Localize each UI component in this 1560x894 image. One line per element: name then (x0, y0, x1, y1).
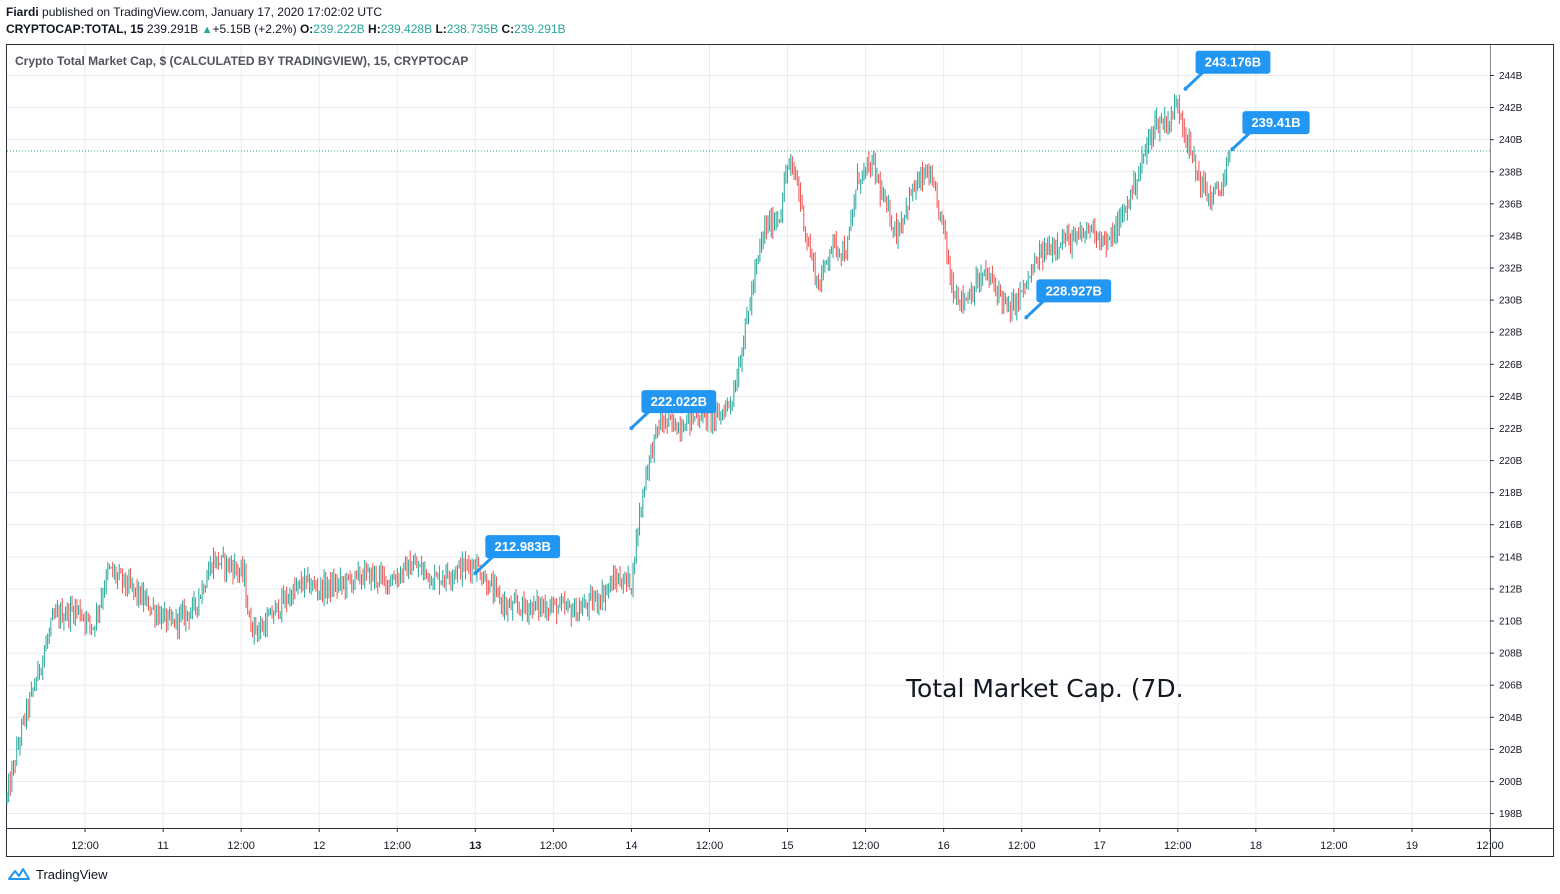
x-tick-label: 17 (1094, 840, 1106, 852)
callout-text: 243.176B (1205, 55, 1261, 70)
publication-text: published on TradingView.com, January 17… (42, 5, 383, 19)
callout-pointer (474, 555, 495, 575)
last-price: 239.291B (146, 22, 199, 36)
price-callout[interactable]: 228.927B (1024, 279, 1112, 320)
callout-text: 212.983B (495, 539, 551, 554)
callout-box (1036, 279, 1112, 303)
publication-info: Fiardi published on TradingView.com, Jan… (6, 5, 382, 19)
x-tick-label: 12:00 (383, 840, 411, 852)
close-label: C: (501, 22, 515, 36)
y-tick-label: 244B (1499, 71, 1523, 82)
y-tick-label: 228B (1499, 328, 1523, 339)
brand-name: TradingView (36, 866, 108, 882)
low-value: 238.735B (446, 22, 499, 36)
x-tick-label: 12:00 (1164, 840, 1192, 852)
y-tick-label: 216B (1499, 520, 1523, 531)
callout-pointer (1184, 70, 1205, 90)
y-tick-label: 218B (1499, 488, 1523, 499)
y-tick-label: 230B (1499, 296, 1523, 307)
low-label: L: (435, 22, 447, 36)
callout-box (1242, 111, 1310, 135)
callout-pointer (1231, 131, 1252, 151)
candles (6, 94, 1232, 805)
x-tick-label: 12:00 (1008, 840, 1036, 852)
y-tick-label: 236B (1499, 199, 1523, 210)
x-tick-label: 16 (938, 840, 950, 852)
high-value: 239.428B (380, 22, 433, 36)
footer-brand[interactable]: TradingView (6, 866, 108, 882)
change-up-icon: ▲ (201, 24, 213, 36)
open-label: O: (299, 22, 314, 36)
price-callout[interactable]: 212.983B (473, 535, 561, 576)
y-tick-label: 238B (1499, 167, 1523, 178)
callout-text: 228.927B (1046, 283, 1102, 298)
tradingview-cloud-icon (8, 868, 30, 880)
y-tick-label: 210B (1499, 617, 1523, 628)
callout-anchor (1183, 86, 1188, 91)
x-tick-label: 12:00 (1476, 840, 1504, 852)
y-tick-label: 224B (1499, 392, 1523, 403)
y-tick-label: 240B (1499, 135, 1523, 146)
ohlc-legend: CRYPTOCAP:TOTAL, 15 239.291B ▲+5.15B (+2… (6, 22, 566, 36)
callout-text: 222.022B (651, 394, 707, 409)
y-tick-label: 214B (1499, 552, 1523, 563)
x-tick-label: 19 (1406, 840, 1418, 852)
y-tick-label: 226B (1499, 360, 1523, 371)
x-tick-label: 13 (469, 840, 481, 852)
y-tick-label: 220B (1499, 456, 1523, 467)
callout-box (1195, 50, 1271, 74)
x-tick-label: 15 (781, 840, 793, 852)
grid (7, 45, 1491, 828)
callout-box (641, 390, 717, 414)
close-value: 239.291B (514, 22, 566, 36)
x-tick-label: 12:00 (71, 840, 99, 852)
change-value: +5.15B (+2.2%) (212, 22, 297, 36)
x-tick-label: 12:00 (227, 840, 255, 852)
x-axis[interactable]: 12:00 11 12:00 12 12:00 13 12:00 14 12:00 15 12:00… (71, 828, 1504, 852)
y-tick-label: 212B (1499, 584, 1523, 595)
x-tick-label: 12 (313, 840, 325, 852)
y-tick-label: 198B (1499, 809, 1523, 820)
x-tick-label: 14 (625, 840, 637, 852)
y-tick-label: 232B (1499, 264, 1523, 275)
y-tick-label: 202B (1499, 745, 1523, 756)
chart-annotation: Total Market Cap. (7D. (905, 674, 1184, 703)
y-tick-label: 222B (1499, 424, 1523, 435)
callout-anchor (1230, 147, 1235, 152)
price-labels: 212.983B 222.022B 228.927B 243.176B 239.41B (473, 50, 1310, 576)
callout-text: 239.41B (1251, 115, 1300, 130)
y-tick-label: 206B (1499, 681, 1523, 692)
y-tick-label: 208B (1499, 649, 1523, 660)
x-tick-label: 12:00 (540, 840, 568, 852)
chart-title: Crypto Total Market Cap, $ (CALCULATED B… (15, 54, 468, 68)
y-tick-label: 234B (1499, 231, 1523, 242)
price-callout[interactable]: 222.022B (629, 390, 717, 431)
callout-pointer (1025, 299, 1046, 319)
y-tick-label: 242B (1499, 103, 1523, 114)
callout-anchor (1024, 315, 1029, 320)
x-tick-label: 12:00 (1320, 840, 1348, 852)
callout-anchor (629, 426, 634, 431)
y-axis[interactable]: 198B 200B 202B 204B 206B 208B 210B 212B 214B 216B… (1490, 71, 1523, 820)
price-callout[interactable]: 243.176B (1183, 50, 1271, 91)
y-tick-label: 200B (1499, 777, 1523, 788)
symbol-label: CRYPTOCAP:TOTAL, 15 (6, 22, 144, 36)
high-label: H: (368, 22, 381, 36)
callout-box (485, 535, 561, 559)
chart-frame (6, 44, 1554, 857)
x-tick-label: 11 (157, 840, 168, 852)
x-tick-label: 12:00 (696, 840, 724, 852)
author-name[interactable]: Fiardi (6, 5, 39, 19)
y-tick-label: 204B (1499, 713, 1523, 724)
price-callout[interactable]: 239.41B (1230, 111, 1310, 152)
callout-anchor (473, 571, 478, 576)
open-value: 239.222B (313, 22, 365, 36)
x-tick-label: 18 (1250, 840, 1262, 852)
callout-pointer (630, 410, 651, 430)
x-tick-label: 12:00 (852, 840, 880, 852)
